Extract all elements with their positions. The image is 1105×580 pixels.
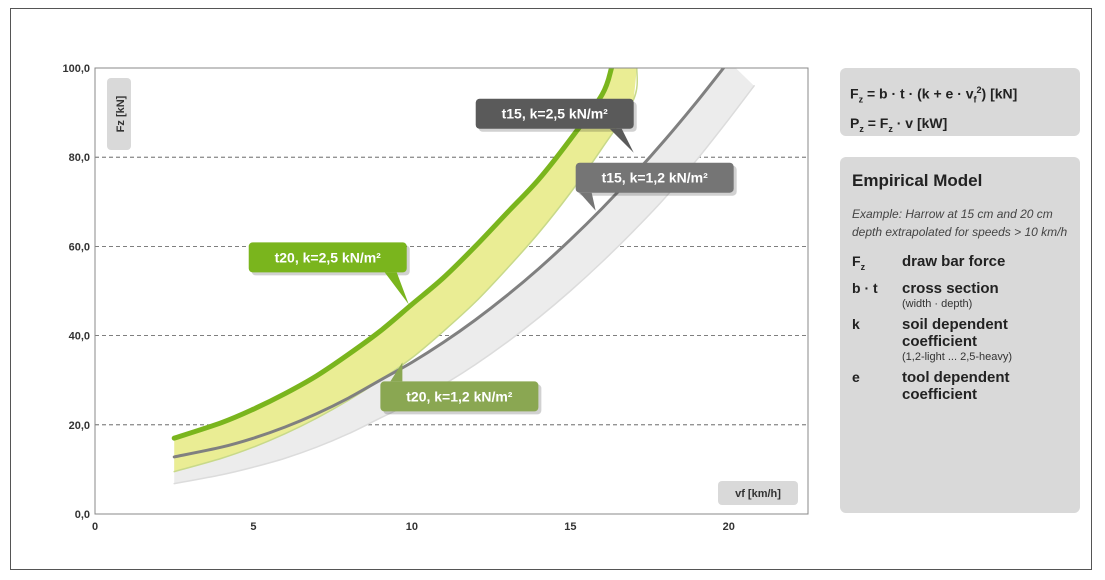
formula2-subscript: z: [859, 124, 864, 135]
legend-row: e tool dependent coefficient: [852, 369, 1068, 403]
y-tick-label: 60,0: [69, 241, 90, 253]
series-line: [171, 68, 615, 441]
formula1-symbol: F: [850, 85, 859, 102]
legend-symbol: Fz: [852, 253, 866, 272]
y-axis-label-text: Fz [kN]: [115, 95, 127, 132]
band-area: [174, 68, 637, 472]
x-tick-label: 0: [92, 521, 98, 533]
legend-note: (width · depth): [902, 297, 973, 310]
legend-definition: cross section (width · depth): [902, 280, 1068, 312]
formula2-unit: · v [kW]: [892, 115, 948, 132]
empirical-model-box: Empirical Model Example: Harrow at 15 cm…: [840, 157, 1080, 513]
legend-row: k soil dependent coefficient (1,2-light ..…: [852, 316, 1068, 365]
x-tick-label: 5: [250, 521, 256, 533]
legend-symbol: b · t: [852, 279, 878, 296]
annotation-callout: t15, k=1,2 kN/m²: [575, 162, 737, 211]
legend-symbol: k: [852, 315, 860, 332]
formula2-body: = F: [863, 115, 889, 132]
plot-area-border: [94, 67, 809, 515]
y-axis-label: Fz [kN]: [107, 78, 131, 150]
legend-definition: tool dependent coefficient: [902, 368, 1010, 403]
formula1-unit: ) [kN]: [981, 85, 1018, 102]
y-tick-label: 80,0: [69, 152, 90, 164]
legend-row: Fz draw bar force: [852, 253, 1068, 276]
model-example: Example: Harrow at 15 cm and 20 cm depth…: [852, 207, 1068, 239]
legend-note: (1,2-light ... 2,5-heavy): [902, 350, 1013, 363]
annotations: t15, k=2,5 kN/m² t15, k=1,2 kN/m² t20, k=2…: [248, 98, 737, 415]
x-axis-label-text: vf [km/h]: [735, 488, 781, 500]
formula2-symbol: P: [850, 115, 860, 132]
legend-definition: draw bar force: [902, 253, 1006, 270]
formula2-force-subscript: z: [888, 124, 893, 135]
x-axis-label: vf [km/h]: [718, 481, 798, 505]
x-tick-label: 15: [564, 521, 576, 533]
model-title: Empirical Model: [852, 171, 983, 190]
x-tick-labels: 0 5 10 15 20: [92, 521, 735, 533]
band-area: [174, 68, 755, 484]
formula-power: Pz = Fz · v [kW]: [850, 111, 1070, 141]
formula1-exponent: 2: [976, 85, 982, 95]
annotation-callout: t15, k=2,5 kN/m²: [475, 98, 637, 153]
legend-definition: soil dependent coefficient (1,2-light ...…: [902, 316, 1068, 365]
formula1-subscript: z: [858, 94, 864, 105]
formula-box: Fz = b · t · (k + e · vf2) [kN] Pz = Fz …: [840, 68, 1080, 136]
x-tick-label: 10: [406, 521, 418, 533]
variable-legend: Fz draw bar force b · t cross section (width…: [852, 253, 1068, 403]
legend-symbol: e: [852, 368, 860, 385]
legend-row: b · t cross section (width · depth): [852, 280, 1068, 312]
annotation-label: t15, k=1,2 kN/m²: [602, 170, 709, 186]
draw-bar-force-chart: 0,0 20,0 40,0 60,0 80,0 100,0 0 5 10 15 20 Fz [kN…: [62, 63, 809, 533]
y-tick-labels: 0,0 20,0 40,0 60,0 80,0 100,0: [62, 63, 90, 521]
y-tick-label: 100,0: [62, 63, 90, 75]
formula1-speed-subscript: f: [973, 94, 977, 105]
annotation-label: t20, k=1,2 kN/m²: [406, 388, 513, 404]
annotation-callout: t20, k=2,5 kN/m²: [248, 242, 410, 305]
annotation-label: t15, k=2,5 kN/m²: [502, 106, 609, 122]
series-line: [173, 85, 755, 485]
area-bands: [174, 68, 755, 484]
y-tick-label: 0,0: [75, 509, 90, 521]
y-tick-label: 40,0: [69, 331, 90, 343]
y-tick-label: 20,0: [69, 420, 90, 432]
x-tick-label: 20: [723, 521, 735, 533]
formula1-body: = b · t · (k + e · v: [863, 85, 974, 102]
formula-draw-bar-force: Fz = b · t · (k + e · vf2) [kN]: [850, 78, 1070, 111]
annotation-label: t20, k=2,5 kN/m²: [275, 249, 382, 265]
annotation-callout: t20, k=1,2 kN/m²: [380, 362, 542, 415]
